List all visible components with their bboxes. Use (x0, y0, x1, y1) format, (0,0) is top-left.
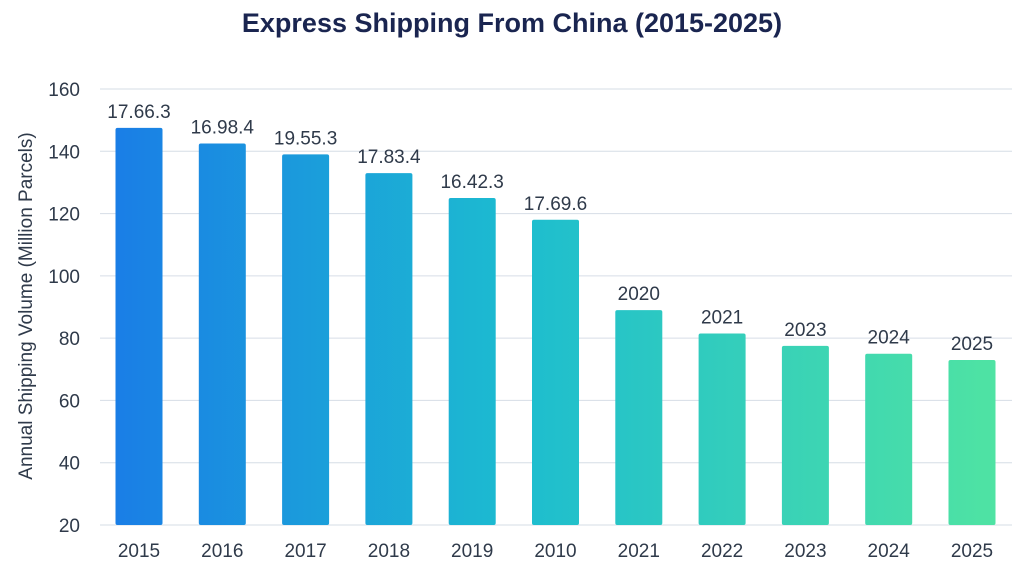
data-label: 17.83.4 (357, 147, 421, 168)
data-labels: 17.66.3 16.98.4 19.55.3 17.83.4 16.42.3 17.69… (107, 102, 993, 355)
data-label: 2023 (784, 320, 826, 341)
bar (115, 127, 163, 525)
x-tick-label: 2025 (951, 541, 993, 562)
bar (532, 219, 579, 526)
bar (198, 143, 246, 525)
x-axis-ticks: 2015 2016 2017 2018 2019 2010 2021 2022 2023 2024… (118, 541, 993, 562)
x-tick-label: 2021 (618, 541, 660, 562)
bar (365, 173, 413, 526)
x-tick-label: 2016 (201, 541, 243, 562)
watermark-logo: 豆包AI生成 (880, 527, 955, 545)
bar (448, 198, 496, 525)
x-tick-label: 2022 (701, 541, 743, 562)
bar (698, 333, 746, 525)
data-label: 19.55.3 (274, 128, 337, 149)
y-tick-label: 40 (59, 454, 80, 475)
data-label: 16.42.3 (440, 172, 503, 193)
x-tick-label: 2019 (451, 541, 493, 562)
y-axis-label: Annual Shipping Volume (Million Parcels) (16, 132, 37, 479)
bar (615, 310, 663, 525)
x-tick-label: 2017 (284, 541, 326, 562)
data-label: 2021 (701, 307, 743, 328)
y-tick-label: 100 (48, 267, 80, 288)
bars (115, 127, 996, 526)
y-tick-label: 120 (48, 205, 80, 226)
bar (948, 359, 996, 525)
y-tick-label: 20 (59, 516, 80, 537)
chart-title: Express Shipping From China (2015-2025) (241, 8, 783, 38)
y-tick-label: 60 (59, 391, 80, 412)
data-label: 2020 (618, 284, 660, 305)
data-label: 16.98.4 (191, 118, 255, 139)
x-tick-label: 2010 (534, 541, 576, 562)
x-tick-label: 2018 (368, 541, 410, 562)
y-tick-label: 160 (48, 80, 80, 101)
bar (781, 345, 829, 525)
y-axis-ticks: 20 40 60 80 100 120 140 160 (48, 80, 80, 537)
y-tick-label: 140 (48, 142, 80, 163)
data-label: 2025 (951, 334, 993, 355)
data-label: 2024 (868, 328, 911, 349)
x-tick-label: 2015 (118, 541, 160, 562)
data-label: 17.69.6 (524, 194, 587, 215)
bar (282, 154, 330, 525)
x-tick-label: 2024 (868, 541, 911, 562)
bar (865, 353, 913, 525)
data-label: 17.66.3 (107, 102, 170, 123)
x-tick-label: 2023 (784, 541, 826, 562)
y-tick-label: 80 (59, 329, 80, 350)
